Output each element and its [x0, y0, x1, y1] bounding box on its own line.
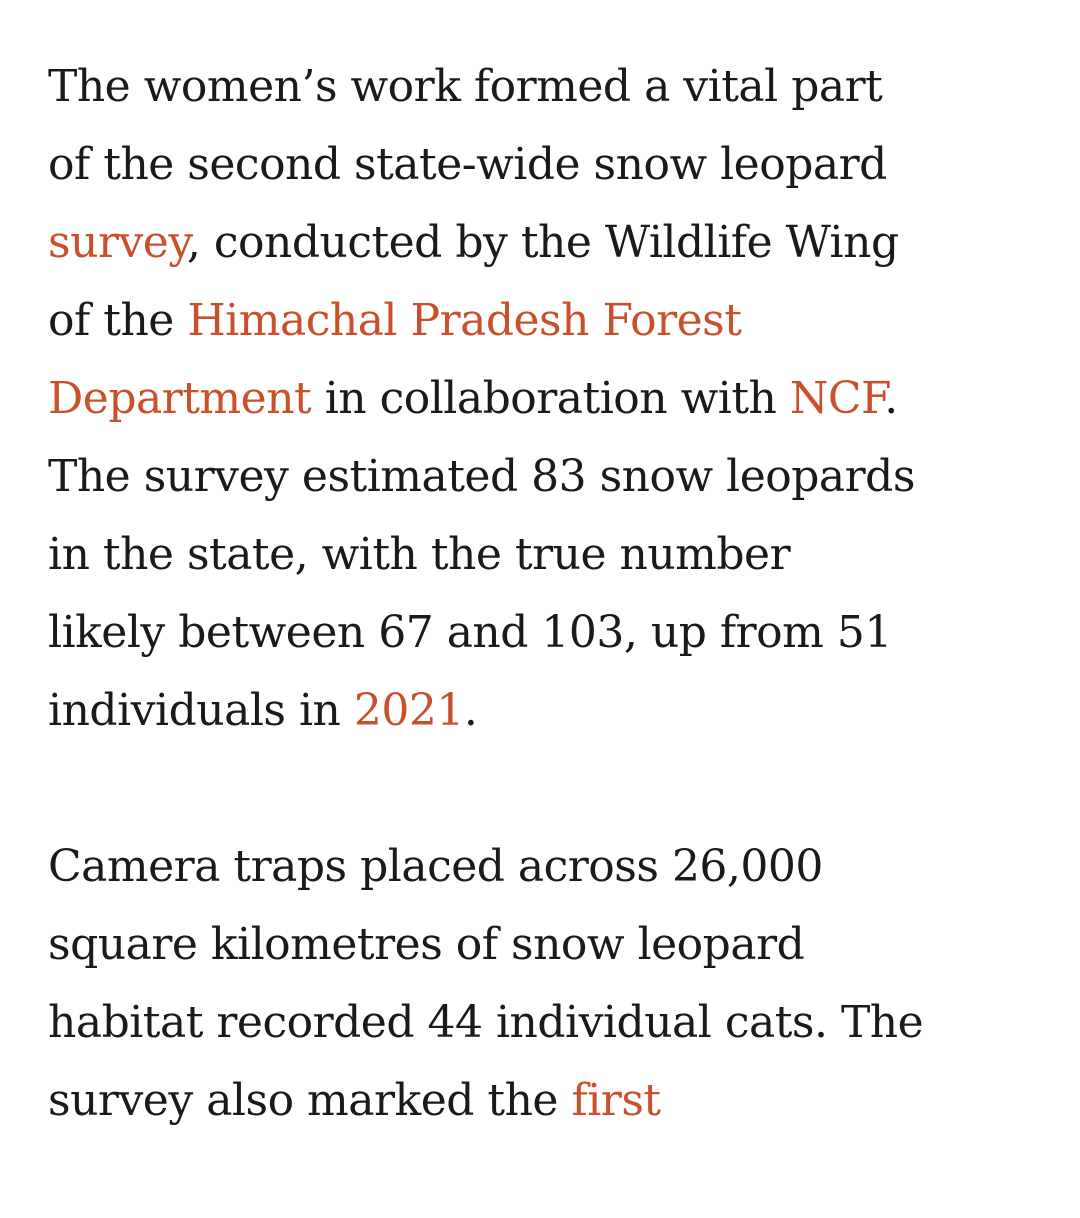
text-line: habitat recorded 44 individual cats. The — [48, 984, 1058, 1062]
text-run: The survey estimated 83 snow leopards — [48, 451, 915, 502]
text-run: of the — [48, 295, 188, 346]
text-run: The women’s work formed a vital part — [48, 61, 883, 112]
text-line: individuals in 2021. — [48, 672, 1058, 750]
inline-link[interactable]: NCF — [789, 373, 885, 424]
text-run: likely between 67 and 103, up from 51 — [48, 607, 892, 658]
text-run: . — [884, 373, 898, 424]
text-run: individuals in — [48, 685, 354, 736]
text-line: Department in collaboration with NCF. — [48, 360, 1058, 438]
text-line: of the second state-wide snow leopard — [48, 126, 1058, 204]
text-line: The women’s work formed a vital part — [48, 48, 1058, 126]
text-line: Camera traps placed across 26,000 — [48, 828, 1058, 906]
text-run: in the state, with the true number — [48, 529, 791, 580]
text-run: in collaboration with — [311, 373, 790, 424]
text-run: of the second state-wide snow leopard — [48, 139, 887, 190]
inline-link[interactable]: 2021 — [353, 685, 464, 736]
text-run: . — [463, 685, 478, 736]
text-line: in the state, with the true number — [48, 516, 1058, 594]
paragraph: Camera traps placed across 26,000 square … — [48, 828, 1058, 1140]
text-line: square kilometres of snow leopard — [48, 906, 1058, 984]
text-line: likely between 67 and 103, up from 51 — [48, 594, 1058, 672]
paragraph: The women’s work formed a vital part of t… — [48, 48, 1058, 750]
text-line: survey also marked the first — [48, 1062, 1058, 1140]
text-line: survey, conducted by the Wildlife Wing — [48, 204, 1058, 282]
text-line: The survey estimated 83 snow leopards — [48, 438, 1058, 516]
inline-link[interactable]: Himachal Pradesh Forest — [187, 295, 742, 346]
text-run: Camera traps placed across 26,000 — [48, 841, 823, 892]
inline-link[interactable]: first — [571, 1075, 661, 1126]
inline-link[interactable]: survey — [48, 217, 187, 268]
text-run: habitat recorded 44 individual cats. The — [48, 997, 924, 1048]
text-run: square kilometres of snow leopard — [48, 919, 805, 970]
text-run: survey also marked the — [48, 1075, 572, 1126]
article-body: The women’s work formed a vital part of t… — [48, 48, 1058, 1218]
text-line: of the Himachal Pradesh Forest — [48, 282, 1058, 360]
text-run: , conducted by the Wildlife Wing — [186, 217, 899, 268]
inline-link[interactable]: Department — [48, 373, 312, 424]
